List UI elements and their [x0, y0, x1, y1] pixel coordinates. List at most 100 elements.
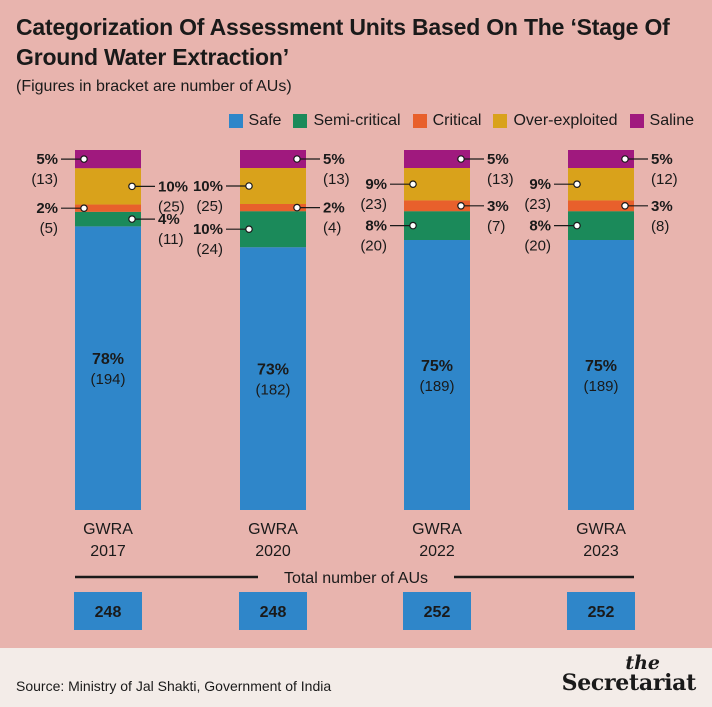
total-box-2: [239, 592, 307, 630]
data-label-semi-critical-percent-4: 8%: [529, 218, 551, 235]
leader-dot-over-exploited-3: [409, 180, 417, 189]
legend-swatch-critical: [412, 114, 427, 128]
legend-label-over-exploited: Over-exploited: [513, 112, 618, 129]
bar-segment-safe-1: [75, 226, 141, 510]
data-label-saline-percent-3: 5%: [487, 151, 509, 168]
data-label-semi-critical-count-1: (11): [158, 231, 184, 248]
data-label-critical-percent-3: 3%: [487, 198, 509, 215]
brand-logo-the: the: [625, 652, 660, 674]
data-label-safe-count-2: (182): [255, 382, 290, 399]
data-label-safe-count-3: (189): [419, 378, 454, 395]
legend-item-safe: Safe: [228, 112, 281, 130]
data-label-semi-critical-percent-1: 4%: [158, 211, 180, 228]
legend-item-critical: Critical: [412, 112, 482, 130]
chart-title: Categorization Of Assessment Units Based…: [16, 14, 670, 70]
total-value-4: 252: [588, 604, 615, 621]
data-label-safe-percent-4: 75%: [585, 358, 617, 375]
data-label-over-exploited-percent-2: 10%: [193, 178, 223, 195]
chart-subtitle: (Figures in bracket are number of AUs): [16, 78, 292, 95]
legend-item-saline: Saline: [629, 112, 694, 130]
bar-segment-safe-3: [404, 240, 470, 510]
total-value-1: 248: [95, 604, 122, 621]
data-label-semi-critical-count-4: (20): [524, 238, 551, 255]
legend-label-critical: Critical: [432, 112, 482, 129]
legend-item-semi-critical: Semi-critical: [293, 112, 401, 130]
data-label-saline-count-3: (13): [487, 171, 514, 188]
x-tick-label-line1-3: GWRA: [412, 521, 462, 538]
bar-segment-safe-2: [240, 247, 306, 510]
leader-dot-critical-2: [293, 203, 301, 212]
total-box-4: [567, 592, 635, 630]
data-label-critical-percent-1: 2%: [36, 200, 58, 217]
legend-label-saline: Saline: [649, 112, 694, 129]
legend-label-semi-critical: Semi-critical: [313, 112, 401, 129]
data-label-over-exploited-percent-1: 10%: [158, 178, 188, 195]
data-label-over-exploited-count-2: (25): [196, 198, 223, 215]
total-box-3: [403, 592, 471, 630]
bar-segment-critical-4: [568, 200, 634, 212]
data-label-safe-percent-1: 78%: [92, 351, 124, 368]
data-label-over-exploited-count-3: (23): [360, 196, 387, 213]
footer: Source: Ministry of Jal Shakti, Governme…: [0, 648, 712, 707]
legend-item-over-exploited: Over-exploited: [493, 112, 618, 130]
data-label-over-exploited-count-1: (25): [158, 198, 185, 215]
data-label-critical-count-2: (4): [323, 220, 341, 237]
leader-dot-semi-critical-3: [409, 221, 417, 230]
leader-dot-semi-critical-2: [245, 225, 253, 234]
data-label-critical-percent-4: 3%: [651, 198, 673, 215]
leader-dot-saline-4: [621, 155, 629, 163]
leader-dot-semi-critical-1: [128, 215, 136, 223]
totals-label: Total number of AUs: [284, 570, 428, 587]
leader-dot-saline-1: [80, 155, 88, 163]
leader-dot-critical-1: [80, 204, 88, 212]
total-box-1: [74, 592, 142, 630]
leader-dot-saline-2: [293, 155, 301, 163]
bar-segment-saline-3: [404, 150, 470, 168]
data-label-over-exploited-percent-3: 9%: [365, 176, 387, 193]
data-label-saline-count-2: (13): [323, 171, 350, 188]
data-label-safe-percent-3: 75%: [421, 358, 453, 375]
leader-dot-over-exploited-4: [573, 180, 581, 189]
leader-dot-semi-critical-4: [573, 221, 581, 230]
bar-segment-critical-3: [404, 200, 470, 212]
data-label-saline-percent-2: 5%: [323, 151, 345, 168]
data-label-saline-count-4: (12): [651, 171, 678, 188]
x-tick-label-line1-2: GWRA: [248, 521, 298, 538]
leader-dot-over-exploited-1: [128, 182, 136, 191]
bar-segment-safe-4: [568, 240, 634, 510]
data-label-semi-critical-percent-2: 10%: [193, 221, 223, 238]
total-value-3: 252: [424, 604, 451, 621]
bar-segment-saline-2: [240, 150, 306, 168]
bar-segment-critical-1: [75, 204, 141, 212]
data-label-over-exploited-count-4: (23): [524, 196, 551, 213]
data-label-saline-count-1: (13): [31, 171, 58, 188]
leader-dot-saline-3: [457, 155, 465, 163]
leader-dot-critical-4: [621, 202, 629, 210]
data-label-safe-percent-2: 73%: [257, 362, 289, 379]
x-tick-label-line1-4: GWRA: [576, 521, 626, 538]
bar-segment-saline-4: [568, 150, 634, 168]
data-label-semi-critical-percent-3: 8%: [365, 218, 387, 235]
legend: Safe Semi-critical Critical Over-exploit…: [217, 112, 694, 130]
brand-logo-name: Secretariat: [561, 670, 697, 696]
stacked-bar-chart: 78% (194) 4% (11) 2% (5) 10% (25) 5% (13) GWRA 2017…: [31, 150, 678, 630]
source-note: Source: Ministry of Jal Shakti, Governme…: [16, 678, 332, 694]
x-tick-label-line1-1: GWRA: [83, 521, 133, 538]
leader-dot-critical-3: [457, 202, 465, 210]
legend-swatch-over-exploited: [493, 114, 508, 128]
total-value-2: 248: [260, 604, 287, 621]
data-label-safe-count-4: (189): [583, 378, 618, 395]
data-label-critical-count-1: (5): [40, 220, 58, 237]
data-label-critical-count-4: (8): [651, 218, 669, 235]
data-label-saline-percent-4: 5%: [651, 151, 673, 168]
legend-swatch-semi-critical: [293, 114, 308, 128]
legend-swatch-safe: [228, 114, 243, 128]
x-tick-label-line2-1: 2017: [90, 543, 126, 560]
bar-segment-saline-1: [75, 150, 141, 169]
data-label-critical-count-3: (7): [487, 218, 505, 235]
x-tick-label-line2-2: 2020: [255, 543, 291, 560]
leader-dot-over-exploited-2: [245, 182, 253, 190]
data-label-critical-percent-2: 2%: [323, 200, 345, 217]
data-label-semi-critical-count-2: (24): [196, 241, 223, 258]
x-tick-label-line2-4: 2023: [583, 543, 619, 560]
